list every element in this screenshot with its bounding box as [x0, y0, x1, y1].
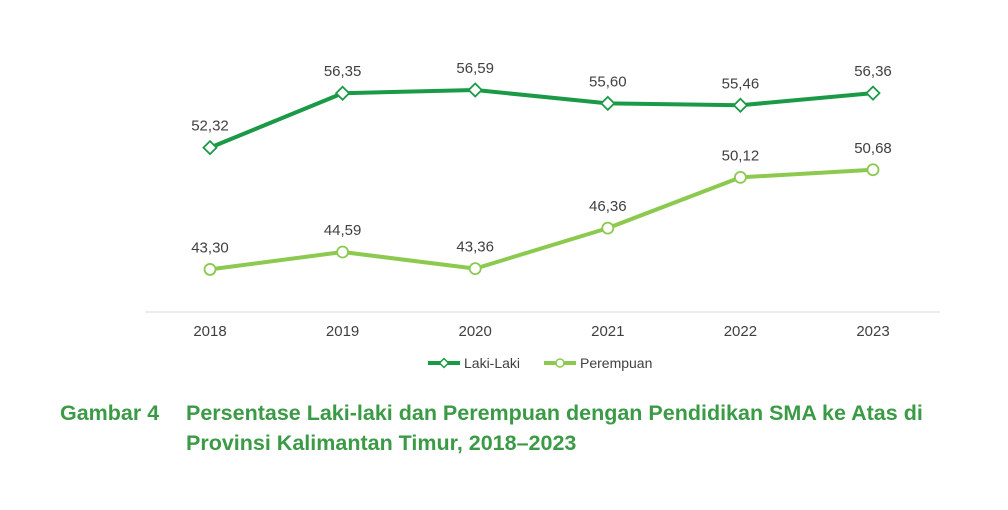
x-tick-label: 2019 — [326, 323, 359, 340]
x-tick-label: 2018 — [193, 323, 226, 340]
data-label: 55,60 — [589, 73, 627, 90]
data-point — [336, 245, 350, 259]
x-tick-label: 2021 — [591, 323, 624, 340]
x-tick-label: 2022 — [724, 323, 757, 340]
legend-marker — [438, 357, 450, 369]
legend-marker — [555, 358, 565, 368]
data-point — [468, 262, 482, 276]
legend-item: Perempuan — [544, 355, 652, 371]
data-point — [732, 97, 749, 114]
data-point — [600, 95, 616, 112]
x-axis-ticks: 2018 2019 2020 2021 2022 2023 — [193, 323, 889, 340]
caption-title: Persentase Laki-laki dan Perempuan denga… — [186, 401, 923, 455]
data-label: 44,59 — [324, 222, 362, 239]
legend-label: Laki-Laki — [464, 355, 520, 371]
series-laki-laki: 52,32 56,35 56,59 55,60 55,46 56,36 — [191, 60, 892, 156]
data-label: 56,35 — [324, 63, 362, 80]
data-point — [734, 170, 747, 184]
data-label: 43,30 — [191, 239, 229, 256]
x-tick-label: 2020 — [459, 323, 492, 340]
data-label: 50,68 — [854, 140, 892, 157]
data-point — [202, 139, 218, 156]
data-point — [467, 82, 483, 98]
series-line — [208, 167, 875, 272]
data-point — [865, 85, 881, 101]
data-point — [203, 263, 217, 276]
data-point — [866, 163, 880, 177]
series-line — [208, 88, 875, 150]
caption-label: Gambar 4 — [60, 401, 160, 425]
data-label: 55,46 — [722, 75, 760, 92]
series-layer: 52,32 56,35 56,59 55,60 55,46 56,36 43,30 44,59… — [191, 60, 892, 276]
data-point — [601, 221, 615, 235]
legend-label: Perempuan — [580, 355, 652, 371]
line-chart: 52,32 56,35 56,59 55,60 55,46 56,36 43,30 44,59… — [145, 60, 940, 371]
data-label: 52,32 — [191, 118, 229, 135]
data-label: 43,36 — [456, 239, 494, 256]
data-label: 50,12 — [722, 147, 760, 164]
data-label: 46,36 — [589, 198, 627, 215]
data-label: 56,36 — [854, 63, 892, 80]
x-tick-label: 2023 — [856, 323, 889, 340]
data-label: 56,59 — [456, 60, 494, 77]
series-perempuan: 43,30 44,59 43,36 46,36 50,12 50,68 — [191, 140, 892, 276]
data-point — [334, 85, 351, 102]
legend: Laki-Laki Perempuan — [428, 355, 652, 371]
legend-item: Laki-Laki — [428, 355, 520, 371]
